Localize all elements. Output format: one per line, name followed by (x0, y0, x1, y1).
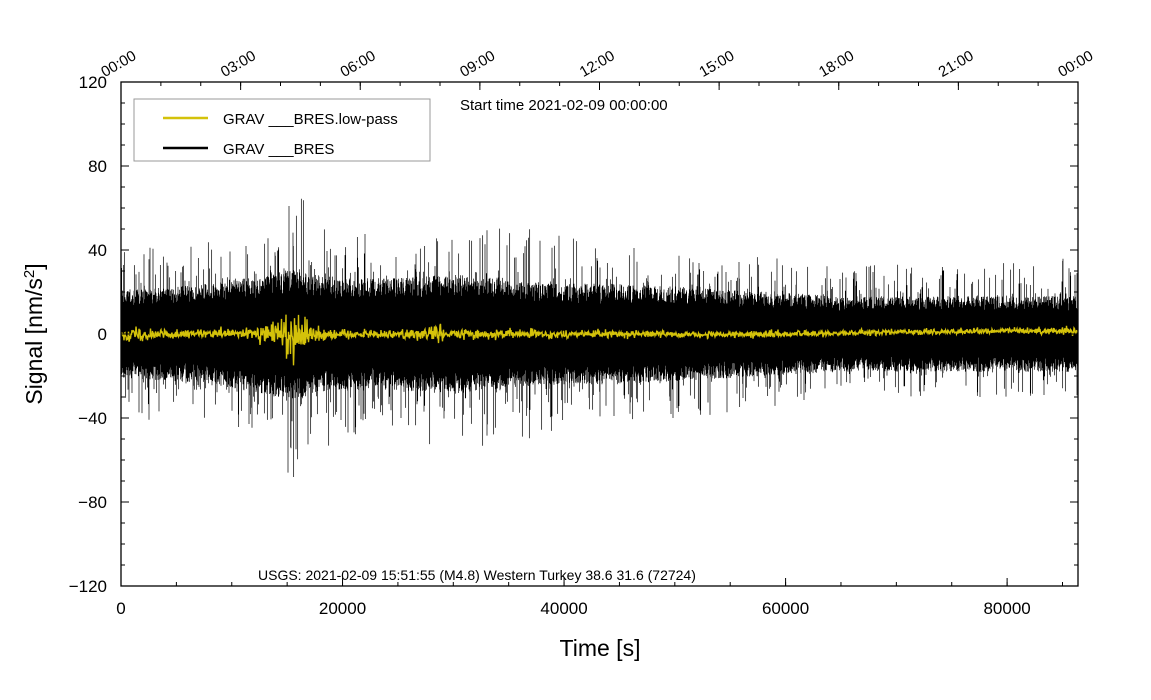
x-tick-labels: 0 20000 40000 60000 80000 (116, 599, 1030, 618)
x-tick-label: 60000 (762, 599, 809, 618)
y-axis-title-superscript: 2 (21, 270, 38, 278)
legend-box (133, 98, 431, 162)
y-tick-label: −120 (69, 577, 107, 596)
legend-label-lowpass: GRAV ___BRES.low-pass (223, 111, 398, 128)
legend-label-raw: GRAV ___BRES (223, 141, 334, 158)
legend: GRAV ___BRES.low-pass GRAV ___BRES (133, 98, 431, 162)
x-tick-label: 40000 (540, 599, 587, 618)
y-tick-label: 40 (88, 241, 107, 260)
plot-traces (121, 198, 1078, 477)
event-annotation: USGS: 2021-02-09 15:51:55 (M4.8) Western… (258, 567, 696, 583)
x-tick-label: 0 (116, 599, 125, 618)
y-axis-title-main: Signal [nm/s (21, 278, 47, 405)
y-tick-label: 120 (79, 73, 107, 92)
y-tick-labels: −120 −80 −40 0 40 80 120 (69, 73, 107, 596)
series-lowpass-line (121, 314, 1078, 366)
axis-ticks (120, 81, 1079, 587)
x-axis-title: Time [s] (560, 635, 641, 661)
y-tick-label: 80 (88, 157, 107, 176)
y-axis-title: Signal [nm/s2] (21, 263, 48, 404)
y-axis-title-close: ] (21, 263, 47, 269)
x-tick-label: 80000 (983, 599, 1030, 618)
y-tick-label: −80 (78, 493, 107, 512)
y-tick-label: −40 (78, 409, 107, 428)
x-tick-label: 20000 (319, 599, 366, 618)
y-tick-label: 0 (98, 325, 107, 344)
start-time-annotation: Start time 2021-02-09 00:00:00 (460, 97, 668, 114)
